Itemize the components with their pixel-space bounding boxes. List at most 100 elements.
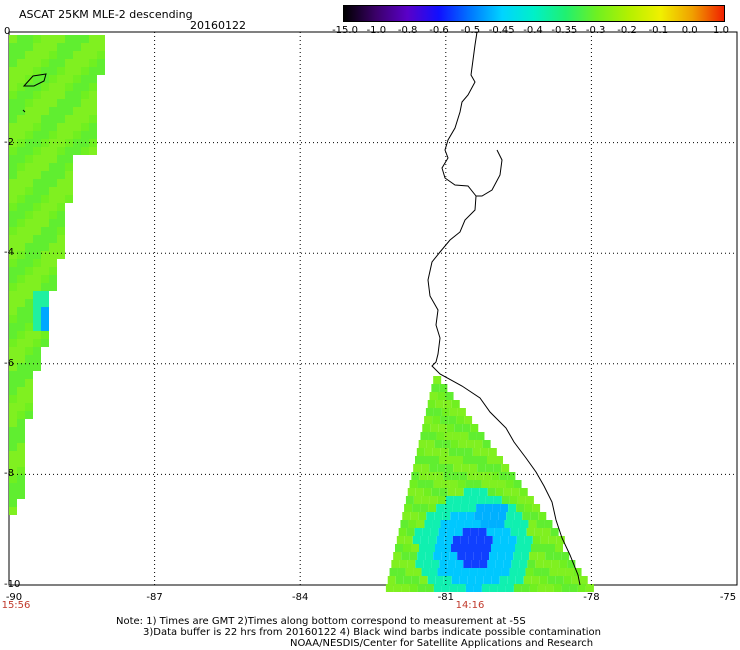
swath-cell	[428, 432, 437, 440]
swath-cell	[500, 536, 509, 544]
swath-cell	[545, 552, 554, 560]
swath-cell	[449, 584, 458, 592]
swath-cell	[33, 211, 41, 219]
swath-cell	[9, 459, 17, 467]
swath-cell	[467, 576, 476, 584]
swath-cell	[33, 235, 41, 243]
swath-cell	[41, 131, 49, 139]
swath-cell	[448, 448, 457, 456]
colorbar-tick-label: -0.2	[617, 25, 637, 36]
swath-cell	[457, 480, 466, 488]
swath-cell	[17, 267, 25, 275]
lat-tick-label: -8	[4, 468, 14, 480]
swath-cell	[468, 432, 477, 440]
colorbar-tick-label: 0.0	[681, 25, 698, 36]
swath-cell	[25, 291, 33, 299]
swath-cell	[439, 384, 448, 392]
swath-cell	[443, 544, 451, 552]
swath-cell	[446, 528, 455, 536]
swath-cell	[508, 504, 517, 512]
swath-cell	[460, 504, 469, 512]
swath-cell	[473, 584, 482, 592]
swath-cell	[444, 536, 453, 544]
swath-cell	[407, 560, 416, 568]
swath-cell	[416, 520, 425, 528]
swath-cell	[17, 451, 25, 459]
swath-cell	[25, 347, 33, 355]
swath-cell	[49, 203, 57, 211]
swath-cell	[89, 75, 97, 83]
swath-cell	[417, 552, 426, 560]
swath-cell	[468, 536, 477, 544]
swath-cell	[17, 443, 25, 451]
product-title: ASCAT 25KM MLE-2 descending	[19, 8, 193, 21]
swath-cell	[501, 568, 510, 576]
swath-cell	[33, 323, 41, 331]
swath-cell	[17, 219, 25, 227]
swath-cell	[459, 576, 468, 584]
swath-cell	[405, 496, 414, 504]
swath-cell	[49, 67, 57, 75]
swath-cell	[449, 408, 458, 416]
swath-cell	[17, 259, 25, 267]
swath-cell	[33, 147, 41, 155]
swath-cell	[57, 243, 65, 251]
swath-cell	[433, 552, 442, 560]
swath-cell	[451, 400, 460, 408]
swath-cell	[535, 560, 544, 568]
swath-cell	[33, 67, 41, 75]
swath-cell	[481, 584, 490, 592]
swath-cell	[401, 584, 410, 592]
swath-cell	[497, 480, 506, 488]
swath-cell	[9, 427, 17, 435]
swath-cell	[49, 163, 57, 171]
swath-cell	[25, 355, 33, 363]
swath-cell	[507, 544, 515, 552]
swath-cell	[65, 115, 73, 123]
swath-cell	[436, 504, 445, 512]
swath-cell	[33, 347, 41, 355]
swath-cell	[453, 568, 462, 576]
swath-cell	[452, 536, 461, 544]
swath-cell	[9, 419, 17, 427]
swath-cell	[17, 299, 25, 307]
swath-cell	[25, 323, 33, 331]
swath-cell	[431, 384, 440, 392]
swath-cell	[489, 480, 498, 488]
swath-cell	[41, 155, 49, 163]
swath-cell	[65, 67, 73, 75]
swath-cell	[407, 488, 416, 496]
swath-cell	[49, 115, 57, 123]
swath-cell	[412, 504, 421, 512]
swath-cell	[57, 115, 65, 123]
swath-cell	[540, 536, 549, 544]
swath-cell	[529, 552, 538, 560]
swath-cell	[17, 187, 25, 195]
swath-cell	[41, 283, 49, 291]
swath-cell	[17, 339, 25, 347]
swath-cell	[41, 251, 49, 259]
swath-cell	[33, 171, 41, 179]
swath-cell	[413, 568, 422, 576]
swath-cell	[25, 307, 33, 315]
swath-cell	[430, 424, 439, 432]
swath-cell	[41, 275, 49, 283]
swath-cell	[429, 392, 438, 400]
swath-cell	[25, 267, 33, 275]
swath-cell	[73, 115, 81, 123]
swath-cell	[422, 424, 431, 432]
swath-cell	[49, 91, 57, 99]
swath-cell	[431, 488, 440, 496]
swath-cell	[57, 75, 65, 83]
lon-tick-label: -84	[292, 592, 309, 603]
swath-cell	[489, 552, 498, 560]
lon-tick-label: -87	[146, 592, 163, 603]
swath-cell	[471, 456, 479, 464]
swath-cell	[25, 259, 33, 267]
swath-cell	[17, 331, 25, 339]
swath-cell	[445, 464, 454, 472]
swath-cell	[509, 568, 518, 576]
swath-cell	[9, 147, 17, 155]
swath-cell	[49, 219, 57, 227]
swath-cell	[428, 504, 437, 512]
